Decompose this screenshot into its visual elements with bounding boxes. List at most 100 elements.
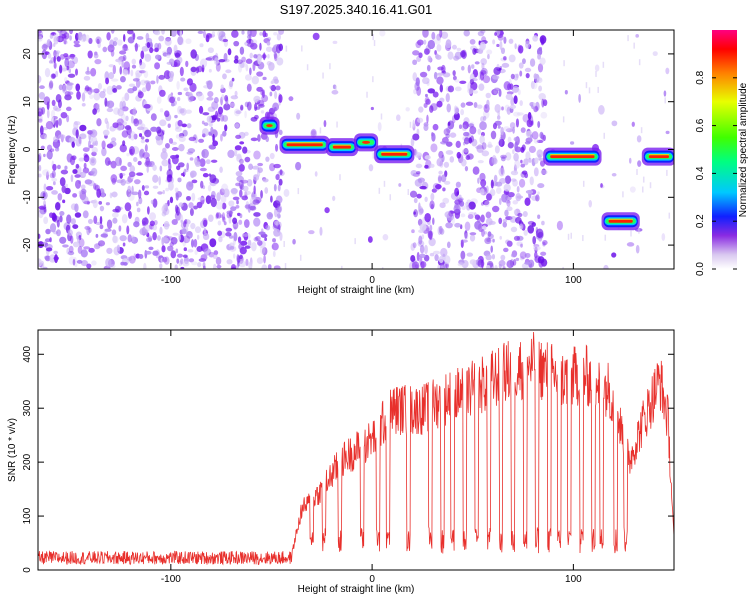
colorbar-label: Normalized spectral amplitude [738,82,749,217]
spectrogram-noise-blob [413,211,416,215]
spectrogram-noise-blob [506,206,513,212]
spectrogram-noise-blob [520,171,526,178]
spectrogram-noise-blob [445,222,453,229]
spectrogram-noise-blob [460,250,466,260]
spectrogram-noise-blob [64,76,68,83]
spectrogram-noise-blob [426,81,430,86]
spectrogram-noise-blob [65,106,72,112]
spectrogram-noise-blob [108,64,115,68]
spectrogram-noise-blob [75,138,82,147]
spectrogram-noise-blob [416,86,422,96]
spectrogram-noise-blob [38,118,43,123]
spectrogram-noise-blob [510,73,515,80]
spectrogram-faint-streak [373,40,376,47]
spectrogram-faint-streak [603,132,605,139]
spectrogram-noise-blob [471,77,478,82]
spectrogram-noise-blob [239,254,243,260]
spectrogram-noise-blob [106,32,111,41]
spectrogram-noise-blob [232,196,240,201]
spectrogram-noise-blob [526,189,534,195]
spectrogram-noise-blob [90,130,95,136]
spectrogram-noise-blob [155,126,162,134]
spectrogram-noise-blob [241,30,245,35]
spectrogram-noise-blob [203,227,207,234]
spectrogram-noise-blob [96,38,100,44]
spectrogram-noise-blob [556,220,563,231]
spectrogram-noise-blob [76,259,83,264]
spectrogram-noise-blob [250,42,258,50]
spectrogram-noise-blob [51,170,56,179]
spectrogram-noise-blob [142,151,150,159]
spectrogram-noise-blob [93,215,98,225]
spectrogram-noise-blob [626,242,635,247]
spectrogram-noise-blob [191,179,198,184]
spectrogram-noise-blob [68,59,73,67]
spectrogram-noise-blob [412,50,420,56]
spectrogram-faint-streak [284,263,287,269]
spectrogram-noise-blob [537,53,542,60]
spectrogram-noise-blob [266,37,272,41]
spectrogram-noise-blob [196,234,200,240]
spectrogram-noise-blob [79,124,87,132]
spectrogram-noise-blob [446,103,452,113]
spectrogram-noise-blob [234,55,239,61]
spectrogram-noise-blob [133,253,137,261]
spectrogram-faint-streak [585,82,588,89]
spectrogram-noise-blob [493,87,498,95]
spectrogram-noise-blob [332,40,338,44]
spectrogram-noise-blob [449,132,457,138]
spectrogram-noise-blob [201,149,206,158]
spectrogram-noise-blob [166,46,173,55]
spectrogram-noise-blob [273,51,277,60]
spectrogram-noise-blob [266,211,274,220]
spectrogram-noise-blob [52,181,56,186]
spectrogram-noise-blob [57,193,63,201]
spectrogram-noise-blob [243,190,251,195]
spectrogram-noise-blob [528,145,536,154]
spectrogram-noise-blob [465,101,474,106]
spectrogram-noise-blob [469,78,475,85]
spectrogram-noise-blob [277,184,281,192]
spectrogram-noise-blob [78,136,82,145]
spectrogram-noise-blob [449,156,455,163]
spectrogram-noise-blob [106,120,110,130]
spectrogram-noise-blob [270,195,273,203]
spectrogram-noise-blob [42,169,50,176]
spectrogram-noise-blob [396,114,401,122]
spectrogram-noise-blob [416,171,421,175]
spectrogram-noise-blob [47,40,51,47]
spectrogram-noise-blob [278,43,284,52]
signal-peak-edge [332,144,351,146]
spectrogram-noise-blob [66,66,70,71]
spectrogram-noise-blob [416,154,422,159]
spectrogram-noise-blob [195,161,201,167]
spectrogram-noise-blob [122,47,129,52]
spectrogram-noise-blob [258,103,265,108]
spectrogram-noise-blob [505,128,514,133]
spectrogram-noise-blob [429,163,435,168]
spectrogram-noise-blob [410,255,416,263]
spectrogram-noise-blob [49,80,54,89]
spectrogram-noise-blob [81,92,86,102]
spectrogram-noise-blob [635,244,640,254]
spectrogram-noise-blob [225,69,232,74]
spectrogram-faint-streak [297,188,300,195]
spectrogram-noise-blob [160,132,164,141]
spectrogram-noise-blob [161,237,169,243]
spectrogram-noise-blob [240,179,249,184]
spectrogram-faint-streak [407,189,410,196]
spectrogram-noise-blob [469,259,477,265]
spectrogram-noise-blob [227,48,232,56]
spectrogram-noise-blob [469,126,477,135]
spectrogram-noise-blob [188,136,197,142]
spectrogram-faint-streak [640,127,643,134]
spectrogram-noise-blob [119,144,127,153]
spectrogram-noise-blob [91,260,97,266]
spectrogram-noise-blob [113,37,119,42]
spectrogram-noise-blob [193,205,198,210]
spectrogram-noise-blob [62,199,66,204]
spectrogram-noise-blob [207,106,216,112]
spectrogram-noise-blob [138,253,144,260]
spectrogram-noise-blob [149,47,154,54]
spectrogram-noise-blob [210,190,216,199]
